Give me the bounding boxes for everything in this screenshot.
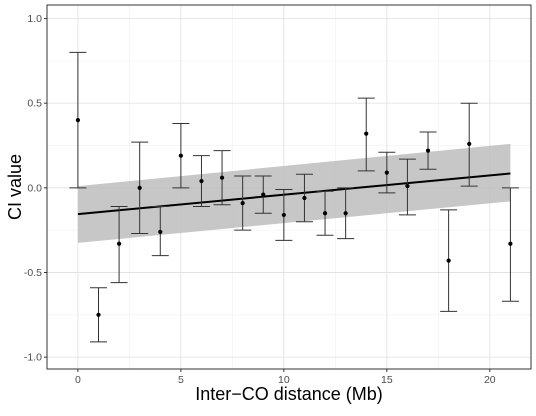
data-point [467,141,472,146]
y-tick-label: 1.0 [27,13,42,25]
panel-border [46,4,532,370]
y-tick-label: -1.0 [24,352,42,364]
x-tick-label: 15 [381,374,393,386]
y-tick-label: -0.5 [24,267,42,279]
y-tick-label: 0.5 [27,98,42,110]
data-points [75,118,513,317]
x-axis-title: Inter−CO distance (Mb) [195,384,383,404]
data-point [281,212,286,218]
data-point [405,184,410,189]
data-point [384,170,389,175]
data-point [219,175,225,180]
x-tick-label: 20 [484,374,496,386]
data-point [425,148,431,153]
trend-line [77,172,511,216]
y-axis-title: CI value [5,154,25,220]
trend-line-layer [77,172,511,216]
data-point [240,200,245,206]
y-tick-label: 0.0 [27,182,42,194]
data-point [261,192,266,197]
data-point [446,258,451,263]
data-point [322,211,328,216]
y-axis-ticks: -1.0 -0.5 0.0 0.5 1.0 [24,13,47,364]
data-point [75,118,80,123]
data-point [178,153,183,158]
data-point [116,241,122,246]
data-point [137,185,142,190]
x-tick-label: 5 [178,374,184,386]
data-point [302,195,307,201]
x-axis-ticks: 0 5 10 15 20 [75,369,496,386]
data-point [343,211,348,216]
x-tick-label: 10 [278,374,290,386]
data-point [96,312,101,317]
data-point [508,241,513,246]
data-point [364,131,369,136]
x-tick-label: 0 [75,374,81,386]
data-point [158,229,163,234]
data-point [199,178,204,184]
